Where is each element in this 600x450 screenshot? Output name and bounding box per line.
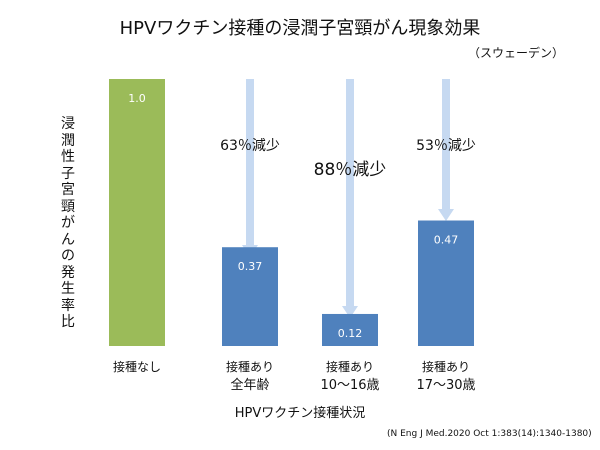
category-label-1-line-0: 接種あり bbox=[226, 359, 274, 374]
category-label-0-line-0: 接種なし bbox=[113, 359, 161, 374]
reduction-arrow-2 bbox=[342, 79, 358, 318]
y-axis-label: 浸潤性子宮頸がんの発生率比 bbox=[61, 116, 75, 330]
reduction-arrow-3 bbox=[438, 79, 454, 221]
category-label-2-line-1: 10～16歳 bbox=[320, 378, 379, 393]
chart-title: HPVワクチン接種の浸潤子宮頸がん現象効果 bbox=[119, 18, 481, 39]
source-citation: (N Eng J Med.2020 Oct 1:383(14):1340-138… bbox=[387, 429, 592, 439]
reduction-arrow-1 bbox=[242, 79, 258, 257]
bar-3 bbox=[418, 220, 474, 346]
bar-value-label-2: 0.12 bbox=[338, 327, 363, 340]
bar-0 bbox=[109, 79, 165, 346]
category-label-3-line-0: 接種あり bbox=[422, 359, 470, 374]
bar-value-label-0: 1.0 bbox=[128, 92, 146, 105]
bar-1 bbox=[222, 247, 278, 346]
bar-value-label-1: 0.37 bbox=[238, 260, 263, 273]
category-label-3-line-1: 17～30歳 bbox=[416, 378, 475, 393]
reduction-note-1: 63％減少 bbox=[220, 137, 280, 154]
bar-value-label-3: 0.47 bbox=[434, 234, 459, 247]
category-label-2-line-0: 接種あり bbox=[326, 359, 374, 374]
chart-subtitle: （スウェーデン） bbox=[468, 46, 565, 60]
reduction-note-3: 53％減少 bbox=[416, 137, 476, 154]
x-axis-label: HPVワクチン接種状況 bbox=[234, 406, 366, 421]
bar-2 bbox=[322, 313, 378, 346]
reduction-note-2: 88％減少 bbox=[314, 160, 387, 180]
category-label-1-line-1: 全年齢 bbox=[230, 377, 269, 393]
